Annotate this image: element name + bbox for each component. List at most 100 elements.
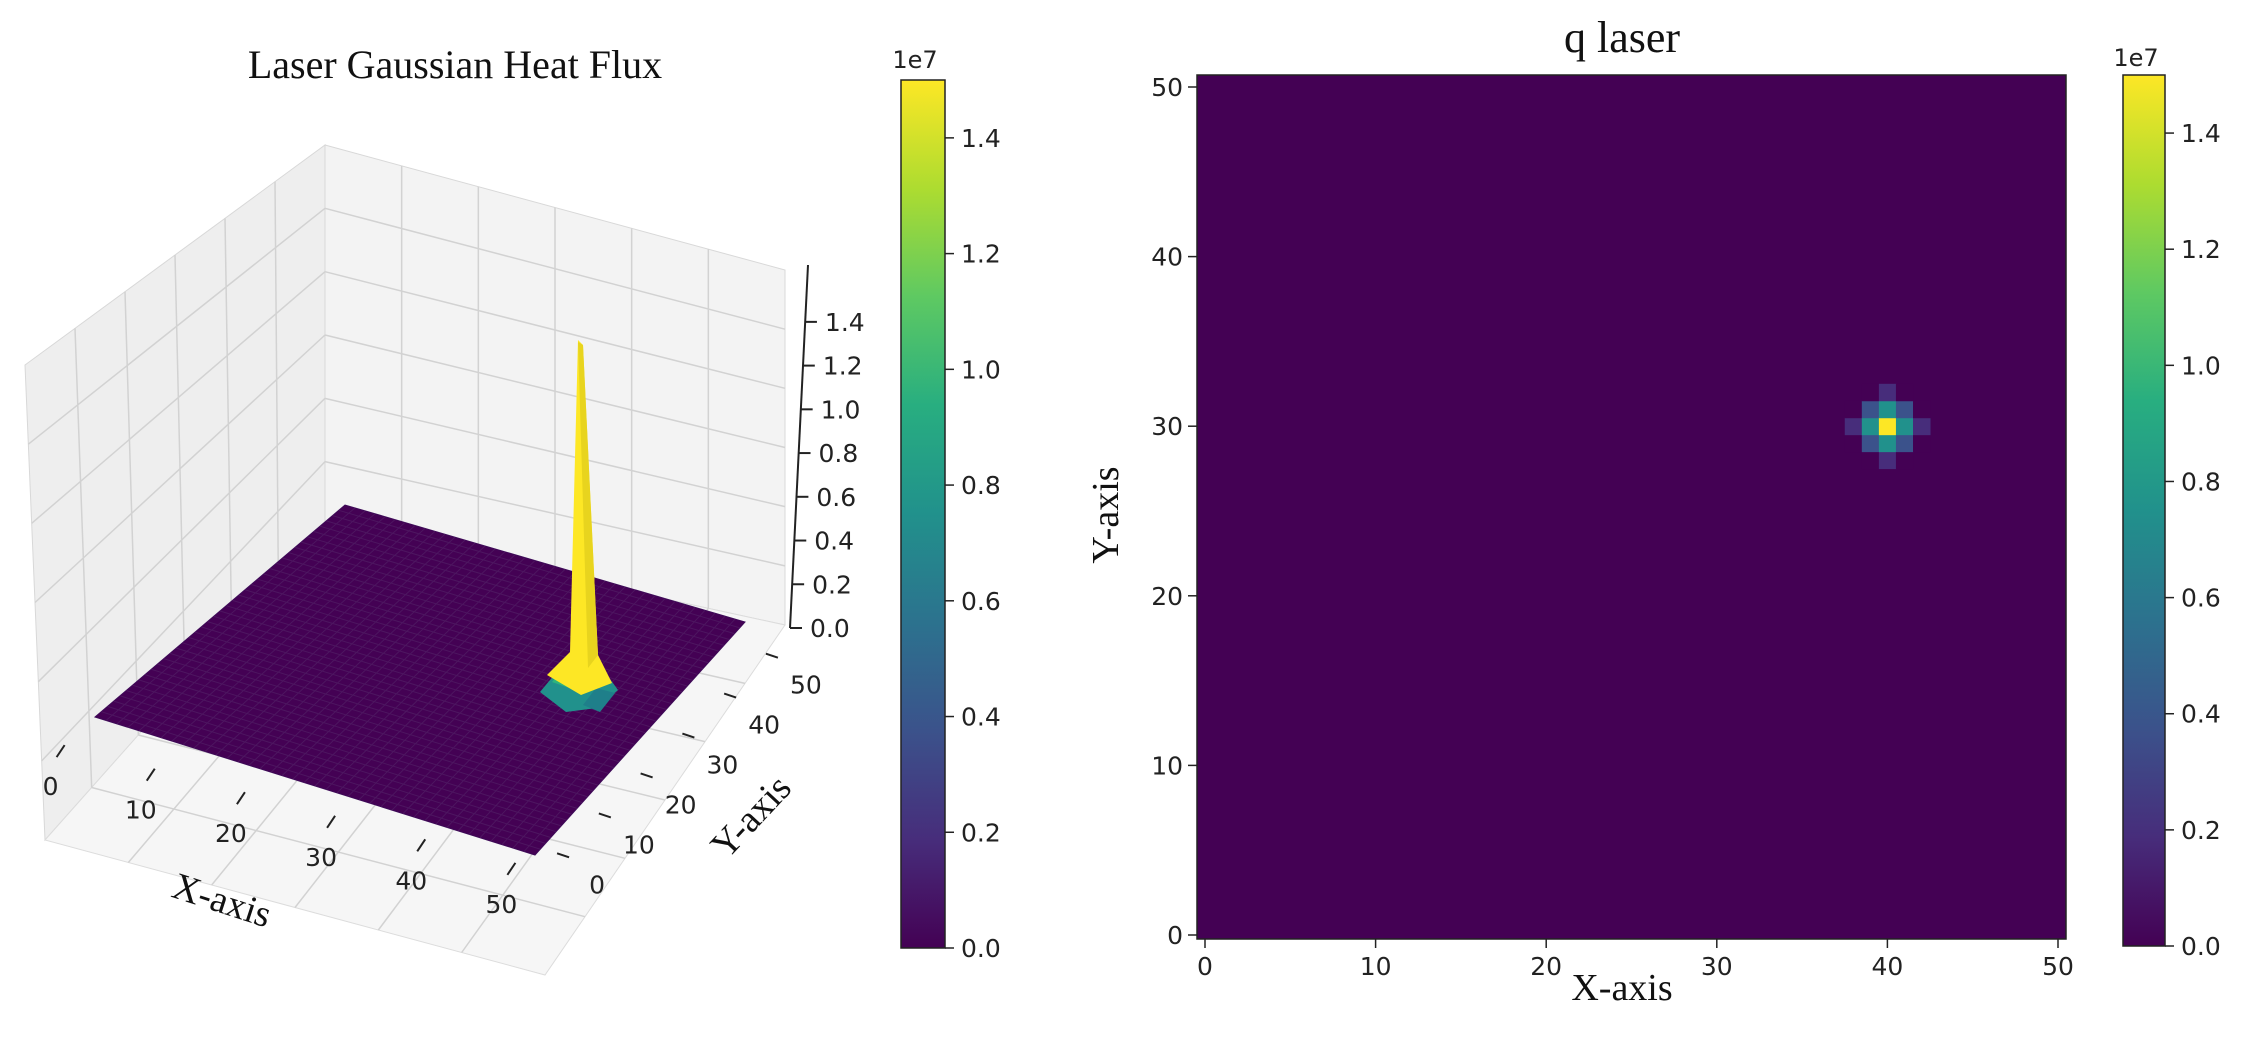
z-tick-label: 0.0 [810,614,850,643]
heatmap-colorbar-bar [2122,74,2166,947]
surface-colorbar-tick-label: 1.2 [961,240,1001,269]
heatmap-area [1197,75,2066,939]
hotspot-cell [1895,383,1914,402]
x-tick-mark [236,791,246,805]
heatmap-x-tick-label: 50 [2042,952,2074,981]
mesh-line [313,531,719,652]
x-tick-label: 50 [485,890,517,919]
hotspot-cell [1844,417,1863,436]
surface-colorbar-tick-label: 0.6 [961,587,1001,616]
x-tick-mark [326,815,336,829]
x-tick-label: 0 [43,772,59,801]
hotspot [1844,383,1931,470]
hotspot-cell [1895,451,1914,470]
hotspot-cell [1878,417,1897,436]
y-tick-label: 30 [706,751,738,780]
peak-spike [547,340,612,695]
peak-base-dark [583,688,615,712]
hotspot-cell [1895,400,1914,419]
mesh-line [314,563,546,787]
y-tick-label: 20 [665,790,697,819]
surface-colorbar-tick-label: 1.4 [961,124,1001,153]
hotspot-cell [1878,434,1897,453]
mesh-line [424,592,646,821]
x-tick-mark [416,838,427,852]
heatmap-colorbar-tick-label: 0.8 [2181,467,2221,496]
heatmap-colorbar-tick-label: 0.2 [2181,816,2221,845]
y-tick-label: 50 [790,671,822,700]
heatmap-colorbar-tick-label: 0.0 [2181,932,2221,961]
z-tick-label: 1.4 [825,308,865,337]
x-tick-label: 20 [215,819,247,848]
mesh-line [276,562,688,687]
heatmap-colorbar-ticks: 0.0 0.2 0.4 0.6 0.8 1.0 1.2 1.4 [2165,119,2221,961]
surface-colorbar-tick-label: 0.4 [961,703,1001,732]
mesh-line [501,612,716,845]
mesh-line [282,557,693,681]
hotspot-cell [1861,400,1880,419]
grid-line [274,181,280,578]
y-tick-mark [598,812,612,819]
x-tick-mark [506,862,517,876]
y-tick-mark [723,692,737,699]
x-tick-label: 40 [395,866,427,895]
hotspot-cell [1844,400,1863,419]
hotspot-cell [1913,417,1931,436]
heatmap-title: q laser [1564,13,1680,62]
mesh-line [269,568,683,693]
mesh-line [319,525,725,646]
mesh-line [336,568,566,794]
x-tick-group: 0 10 20 30 40 50 [43,744,517,919]
surface-colorbar-tick-label: 0.2 [961,818,1001,847]
mesh-line [358,574,586,801]
surface-colorbar-tick-label: 0.8 [961,471,1001,500]
z-tick-label: 0.8 [819,439,859,468]
heatmap-y-tick-label: 30 [1151,412,1183,441]
heatmap-x-tick-label: 0 [1197,952,1213,981]
y-tick-label: 40 [748,711,780,740]
hotspot-cell [1895,434,1914,453]
heatmap-colorbar-tick-label: 1.4 [2181,119,2221,148]
surface-colorbar-bar [900,79,946,949]
hotspot-cell [1913,400,1931,419]
surface-colorbar: 1e7 0.0 0.2 0.4 0.6 0.8 1.0 1.2 1.4 [892,46,1000,963]
heatmap-colorbar: 1e7 0.0 0.2 0.4 0.6 0.8 1.0 1.2 1.4 [2113,44,2220,961]
heatmap-colorbar-tick-label: 1.0 [2181,351,2221,380]
surface-colorbar-tick-label: 0.0 [961,934,1001,963]
mesh-line [490,609,706,842]
mesh-line [226,605,646,734]
z-tick-label: 0.4 [814,527,854,556]
surface-plot: Laser Gaussian Heat Flux 0.0 0.2 0.4 0.6 0.8… [24,42,865,976]
mesh-line [288,552,698,675]
mesh-line [294,546,704,670]
z-tick-label: 1.2 [823,352,863,381]
hotspot-cell [1913,434,1931,453]
hotspot-cell [1861,417,1880,436]
mesh-line [307,536,714,658]
surface-mesh [101,507,740,852]
mesh-line [413,589,636,818]
heatmap-colorbar-tick-label: 1.2 [2181,235,2221,264]
gaussian-peak [540,340,618,712]
hotspot-cell [1878,383,1897,402]
mesh-line [468,604,686,835]
mesh-line [512,615,726,849]
hotspot-cell [1844,434,1863,453]
mesh-line [457,601,676,832]
heatmap-ylabel: Y-axis [1085,466,1127,563]
heatmap-x-tick-label: 20 [1530,952,1562,981]
surface-ylabel: Y-axis [703,767,800,867]
heatmap-y-tick-label: 40 [1151,243,1183,272]
surface-colorbar-ticks: 0.0 0.2 0.4 0.6 0.8 1.0 1.2 1.4 [945,124,1001,963]
mesh-line [338,509,740,629]
mesh-line [347,571,576,797]
hotspot-cell [1861,434,1880,453]
heatmap-colorbar-tick-label: 0.6 [2181,584,2221,613]
heatmap-x-tick-label: 30 [1701,952,1733,981]
y-tick-mark [765,652,779,659]
heatmap-x-tick-label: 10 [1360,952,1392,981]
hotspot-cell [1861,451,1880,470]
peak-spike-shadow [578,342,598,668]
z-tick-label: 0.6 [816,483,856,512]
mesh-line [325,566,556,790]
